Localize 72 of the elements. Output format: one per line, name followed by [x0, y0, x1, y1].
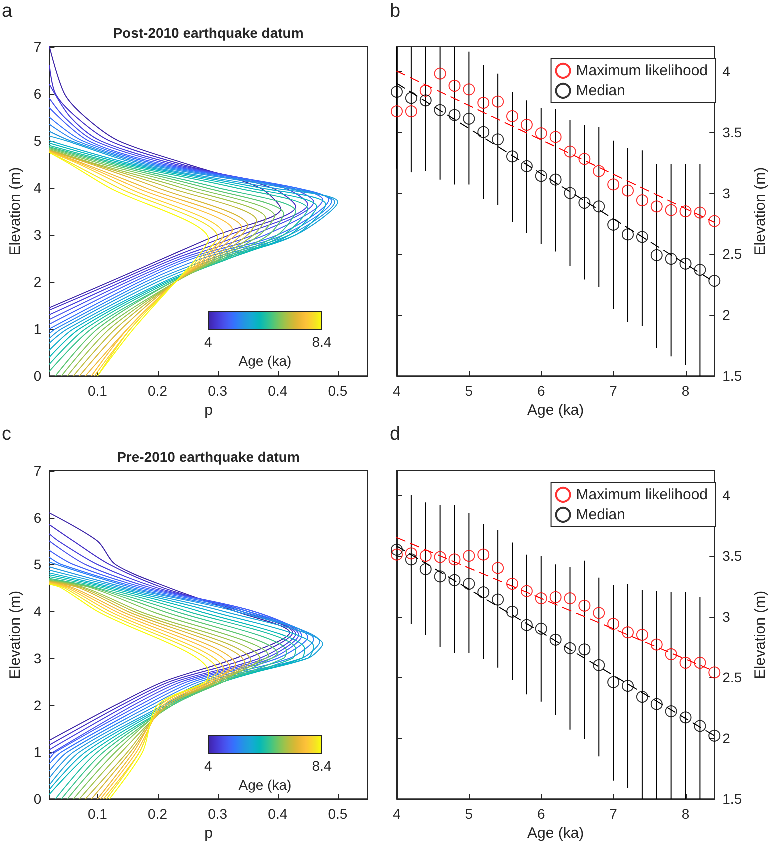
chart-title: Post-2010 earthquake datum	[113, 25, 304, 41]
x-tick-label: 6	[537, 806, 546, 822]
y2-tick-label: 4	[722, 63, 731, 80]
y2-axis-title: Elevation (m)	[752, 167, 769, 256]
chart-title: Pre-2010 earthquake datum	[117, 449, 300, 465]
legend-label: Median	[576, 506, 626, 524]
y-tick-label: 0	[34, 368, 42, 384]
x-tick-label: 0.3	[208, 806, 228, 822]
x-tick-label: 0.5	[328, 383, 348, 400]
x-tick-label: 4	[393, 383, 402, 400]
y-tick-label: 6	[34, 510, 42, 526]
x-tick-label: 8	[682, 383, 690, 400]
x-tick-label: 0.1	[88, 806, 108, 822]
x-axis-title: Age (ka)	[527, 825, 584, 842]
x-tick-label: 0.1	[88, 383, 108, 400]
y2-tick-label: 3.5	[722, 124, 742, 140]
y-tick-label: 5	[34, 556, 42, 573]
annotation: 4	[204, 758, 213, 774]
x-axis-title: Age (ka)	[527, 402, 584, 419]
y-tick-label: 7	[34, 463, 42, 479]
color-bar-title: Age (ka)	[238, 353, 292, 369]
y-tick-label: 6	[34, 86, 42, 102]
y2-axis-title: Elevation (m)	[752, 590, 769, 680]
y2-tick-label: 2	[722, 730, 731, 746]
x-tick-label: 7	[610, 806, 618, 822]
y-tick-label: 4	[34, 604, 42, 620]
text: b	[390, 1, 401, 22]
text: d	[390, 424, 401, 445]
text: a	[2, 1, 13, 22]
y-tick-label: 1	[34, 321, 42, 338]
legend-label: Maximum likelihood	[576, 62, 708, 80]
y-tick-label: 3	[34, 650, 42, 666]
annotation: 8.4	[312, 334, 332, 350]
y2-tick-label: 4	[722, 487, 731, 504]
x-tick-label: 0.4	[268, 383, 288, 400]
x-axis-title: p	[204, 402, 214, 419]
text: c	[2, 424, 12, 445]
x-tick-label: 0.3	[208, 383, 228, 400]
x-tick-label: 4	[393, 806, 402, 822]
y-tick-label: 4	[34, 180, 42, 196]
y-tick-label: 0	[34, 791, 42, 808]
y-tick-label: 2	[34, 697, 42, 714]
x-axis-title: p	[204, 825, 214, 842]
y-axis-title: Elevation (m)	[7, 167, 24, 256]
annotation: 4	[204, 334, 213, 350]
y2-tick-label: 1.5	[722, 791, 742, 808]
y-tick-label: 2	[34, 274, 42, 290]
x-tick-label: 0.4	[268, 806, 288, 822]
y2-tick-label: 1.5	[722, 368, 742, 384]
annotation: 8.4	[312, 758, 332, 774]
x-tick-label: 5	[465, 383, 474, 400]
y2-tick-label: 2	[722, 307, 731, 324]
y2-tick-label: 2.5	[722, 246, 742, 262]
y-tick-label: 7	[34, 39, 42, 55]
x-tick-label: 5	[465, 806, 474, 822]
y2-tick-label: 2.5	[722, 670, 742, 686]
x-tick-label: 6	[537, 383, 546, 400]
y-tick-label: 5	[34, 133, 42, 150]
legend-label: Median	[576, 82, 626, 100]
x-tick-label: 7	[610, 383, 618, 400]
y-tick-label: 3	[34, 227, 42, 244]
y2-tick-label: 3	[722, 608, 731, 625]
color-bar-title: Age (ka)	[238, 777, 292, 793]
x-tick-label: 0.2	[148, 806, 168, 822]
y2-tick-label: 3	[722, 185, 731, 202]
x-tick-label: 8	[682, 806, 690, 822]
y-axis-title: Elevation (m)	[7, 590, 24, 680]
y-tick-label: 1	[34, 744, 42, 760]
x-tick-label: 0.5	[328, 806, 348, 822]
legend-label: Maximum likelihood	[576, 486, 708, 504]
y2-tick-label: 3.5	[722, 548, 742, 564]
x-tick-label: 0.2	[148, 383, 168, 400]
